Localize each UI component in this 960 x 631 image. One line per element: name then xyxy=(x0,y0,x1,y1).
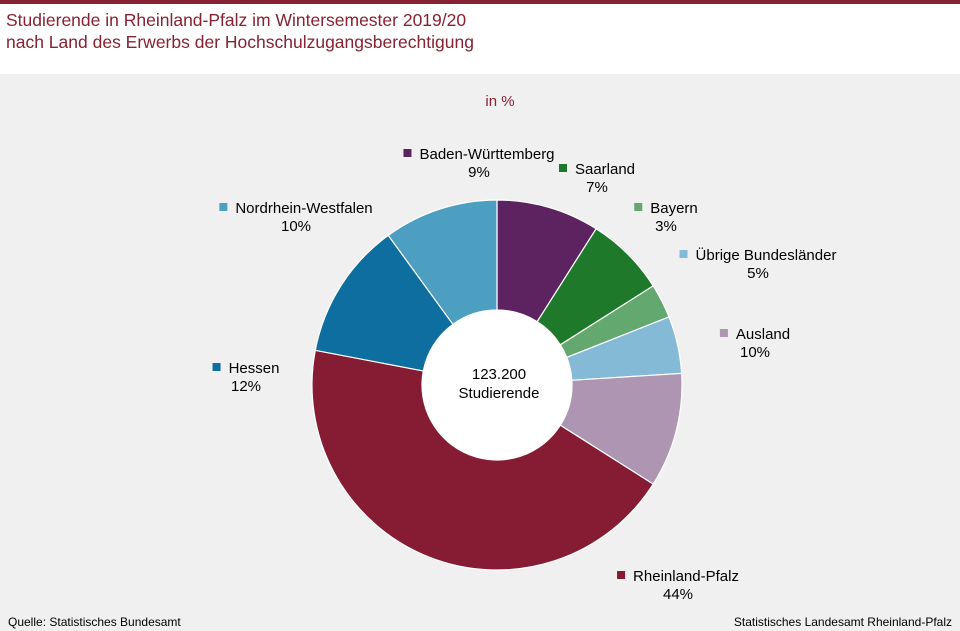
legend-swatch xyxy=(617,571,626,579)
donut-center-label: 123.200 Studierende xyxy=(424,365,574,403)
chart-header: Studierende in Rheinland-Pfalz im Winter… xyxy=(0,4,960,74)
legend-swatch xyxy=(212,363,221,371)
legend-value: 7% xyxy=(586,179,608,196)
total-students-value: 123.200 xyxy=(471,366,527,383)
publisher-note: Statistisches Landesamt Rheinland-Pfalz xyxy=(733,615,952,629)
legend-name: Nordrhein-Westfalen xyxy=(235,200,373,217)
donut-hole xyxy=(422,310,572,460)
legend-swatch xyxy=(403,149,412,157)
legend-name: Übrige Bundesländer xyxy=(695,247,837,264)
legend-item-baden-württemberg: Baden-Württemberg 9% xyxy=(403,146,555,182)
legend-item-nordrhein-westfalen: Nordrhein-Westfalen 10% xyxy=(219,200,373,236)
legend-name: Saarland xyxy=(574,161,636,178)
legend-item-hessen: Hessen 12% xyxy=(212,360,280,396)
legend-item-bayern: Bayern 3% xyxy=(634,200,698,236)
legend-swatch xyxy=(634,203,643,211)
top-accent-bar xyxy=(0,0,960,4)
total-students-caption: Studierende xyxy=(458,385,540,402)
legend-name: Ausland xyxy=(735,326,791,343)
legend-item-saarland: Saarland 7% xyxy=(558,161,636,197)
legend-name: Bayern xyxy=(650,200,698,217)
legend-swatch xyxy=(558,164,567,172)
legend-value: 44% xyxy=(662,586,694,603)
legend-value: 3% xyxy=(655,218,677,235)
legend-swatch xyxy=(219,203,228,211)
legend-value: 5% xyxy=(747,265,769,282)
chart-title-line-2: nach Land des Erwerbs der Hochschulzugan… xyxy=(6,32,474,52)
legend-value: 10% xyxy=(280,218,312,235)
legend-item-übrige-bundesländer: Übrige Bundesländer 5% xyxy=(679,247,837,283)
legend-item-ausland: Ausland 10% xyxy=(719,326,791,362)
legend-item-rheinland-pfalz: Rheinland-Pfalz 44% xyxy=(617,568,739,604)
unit-label: in % xyxy=(485,93,515,110)
legend-value: 9% xyxy=(468,164,490,181)
legend-value: 12% xyxy=(230,378,262,395)
legend-name: Hessen xyxy=(228,360,280,377)
legend-value: 10% xyxy=(739,344,771,361)
source-note: Quelle: Statistisches Bundesamt xyxy=(8,615,181,629)
legend-swatch xyxy=(679,250,688,258)
legend-swatch xyxy=(719,329,728,337)
legend-name: Rheinland-Pfalz xyxy=(633,568,739,585)
legend-name: Baden-Württemberg xyxy=(419,146,555,163)
chart-title-line-1: Studierende in Rheinland-Pfalz im Winter… xyxy=(6,10,467,30)
